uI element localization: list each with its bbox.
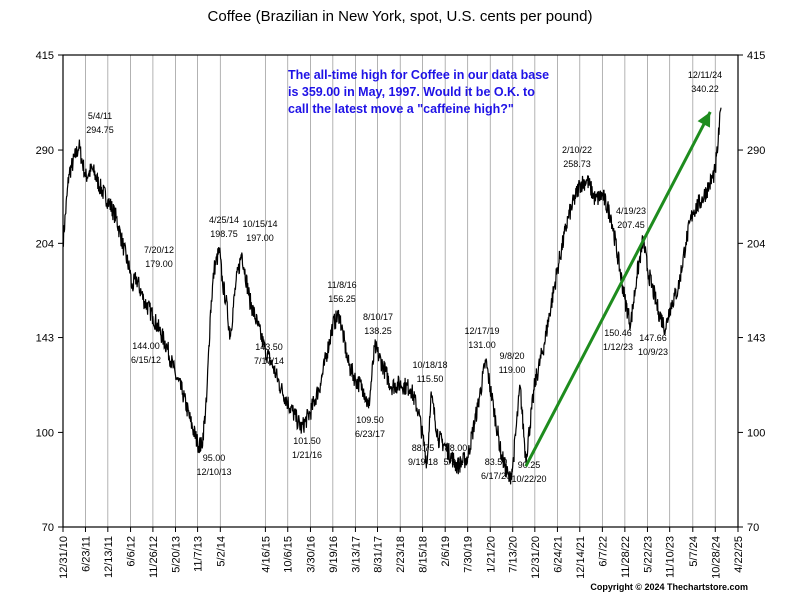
annotation-label: 258.73 bbox=[563, 159, 591, 169]
chart-title: Coffee (Brazilian in New York, spot, U.S… bbox=[207, 8, 593, 25]
annotation-label: 207.45 bbox=[617, 220, 645, 230]
annotation-label: 4/19/23 bbox=[616, 206, 646, 216]
x-tick-label: 2/23/18 bbox=[395, 536, 407, 573]
annotation-label: 1/12/23 bbox=[603, 342, 633, 352]
annotation-label: 5/9/19 bbox=[443, 457, 468, 467]
note-text: The all-time high for Coffee in our data… bbox=[288, 68, 549, 82]
annotation-label: 88.75 bbox=[412, 443, 435, 453]
annotation-label: 340.22 bbox=[691, 84, 719, 94]
annotation-label: 2/10/22 bbox=[562, 145, 592, 155]
annotation-label: 10/15/14 bbox=[242, 219, 277, 229]
annotation-label: 88.00 bbox=[445, 443, 468, 453]
x-tick-label: 7/30/19 bbox=[463, 536, 475, 573]
x-tick-label: 11/26/12 bbox=[148, 536, 160, 578]
annotation-label: 5/4/11 bbox=[88, 111, 112, 121]
x-tick-label: 6/7/22 bbox=[597, 536, 609, 567]
annotation-label: 7/20/12 bbox=[144, 245, 174, 255]
annotation-label: 198.75 bbox=[210, 229, 238, 239]
annotation-label: 101.50 bbox=[293, 436, 321, 446]
copyright-text: Copyright © 2024 Thechartstore.com bbox=[590, 582, 748, 592]
y-tick-label-right: 290 bbox=[747, 145, 765, 157]
annotation-label: 197.00 bbox=[246, 233, 274, 243]
annotation-label: 156.25 bbox=[328, 294, 356, 304]
annotation-label: 95.00 bbox=[203, 453, 226, 463]
trend-arrow-line bbox=[524, 111, 712, 468]
x-tick-label: 4/22/25 bbox=[733, 536, 745, 573]
annotation-label: 90.25 bbox=[518, 460, 541, 470]
annotation-label: 294.75 bbox=[86, 125, 114, 135]
y-tick-label-right: 415 bbox=[747, 50, 765, 62]
price-line bbox=[62, 107, 722, 485]
x-tick-label: 10/28/24 bbox=[710, 536, 722, 579]
y-tick-label-left: 204 bbox=[36, 238, 54, 250]
x-tick-label: 6/24/21 bbox=[552, 536, 564, 573]
annotation-label: 1/21/16 bbox=[292, 450, 322, 460]
annotation-label: 9/19/18 bbox=[408, 457, 438, 467]
x-tick-label: 8/31/17 bbox=[373, 536, 385, 573]
annotation-label: 6/17/20 bbox=[481, 471, 511, 481]
y-tick-label-right: 100 bbox=[747, 427, 765, 439]
x-tick-label: 12/31/10 bbox=[58, 536, 70, 579]
y-tick-label-left: 415 bbox=[36, 50, 54, 62]
annotation-label: 147.66 bbox=[639, 333, 667, 343]
x-tick-label: 11/10/23 bbox=[665, 536, 677, 578]
x-tick-label: 12/13/11 bbox=[103, 536, 115, 578]
annotation-label: 83.50 bbox=[485, 457, 508, 467]
x-tick-label: 1/21/20 bbox=[485, 536, 497, 573]
annotation-label: 12/10/13 bbox=[196, 467, 231, 477]
annotation-label: 10/18/18 bbox=[412, 360, 447, 370]
x-tick-label: 11/28/22 bbox=[620, 536, 632, 578]
x-tick-label: 2/6/19 bbox=[440, 536, 452, 567]
annotation-label: 10/9/23 bbox=[638, 347, 668, 357]
annotation-label: 179.00 bbox=[145, 259, 173, 269]
y-tick-label-left: 143 bbox=[36, 333, 54, 345]
annotation-label: 143.50 bbox=[255, 342, 283, 352]
x-tick-label: 11/7/13 bbox=[193, 536, 205, 572]
x-tick-label: 12/31/20 bbox=[530, 536, 542, 579]
annotation-label: 7/17/14 bbox=[254, 356, 284, 366]
annotation-label: 138.25 bbox=[364, 326, 392, 336]
x-tick-label: 7/13/20 bbox=[508, 536, 520, 573]
annotation-label: 12/17/19 bbox=[464, 326, 499, 336]
note-text: call the latest move a "caffeine high?" bbox=[288, 102, 514, 116]
annotation-label: 8/10/17 bbox=[363, 312, 393, 322]
x-tick-label: 5/22/23 bbox=[642, 536, 654, 573]
y-tick-label-right: 143 bbox=[747, 333, 765, 345]
annotation-label: 6/15/12 bbox=[131, 355, 161, 365]
y-tick-label-left: 70 bbox=[42, 522, 54, 534]
y-tick-label-right: 70 bbox=[747, 522, 759, 534]
annotation-label: 10/22/20 bbox=[511, 474, 546, 484]
x-tick-label: 6/6/12 bbox=[126, 536, 138, 567]
annotation-label: 115.50 bbox=[417, 374, 444, 384]
annotation-label: 12/11/24 bbox=[688, 70, 722, 80]
annotation-label: 109.50 bbox=[356, 415, 384, 425]
x-tick-label: 4/16/15 bbox=[260, 536, 272, 573]
x-tick-label: 5/7/24 bbox=[688, 536, 700, 567]
x-tick-label: 6/23/11 bbox=[80, 536, 92, 572]
trend-arrow-head bbox=[697, 111, 711, 128]
x-tick-label: 5/2/14 bbox=[215, 536, 227, 567]
x-tick-label: 8/15/18 bbox=[418, 536, 430, 573]
annotation-label: 150.46 bbox=[604, 328, 632, 338]
annotation-label: 4/25/14 bbox=[209, 215, 239, 225]
x-tick-label: 12/14/21 bbox=[575, 536, 587, 579]
annotation-label: 131.00 bbox=[468, 340, 496, 350]
y-tick-label-left: 100 bbox=[36, 427, 54, 439]
note-text: is 359.00 in May, 1997. Would it be O.K.… bbox=[288, 85, 535, 99]
x-tick-label: 3/13/17 bbox=[350, 536, 362, 573]
y-tick-label-left: 290 bbox=[36, 145, 54, 157]
annotation-label: 9/8/20 bbox=[499, 351, 524, 361]
plot-frame bbox=[62, 54, 739, 528]
x-tick-label: 3/30/16 bbox=[305, 536, 317, 573]
x-tick-label: 10/6/15 bbox=[283, 536, 295, 573]
annotation-label: 119.00 bbox=[499, 365, 526, 375]
x-tick-label: 9/19/16 bbox=[328, 536, 340, 573]
x-tick-label: 5/20/13 bbox=[171, 536, 183, 573]
annotation-label: 144.00 bbox=[132, 341, 160, 351]
annotation-label: 6/23/17 bbox=[355, 429, 385, 439]
annotation-label: 11/8/16 bbox=[327, 280, 356, 290]
y-tick-label-right: 204 bbox=[747, 238, 765, 250]
